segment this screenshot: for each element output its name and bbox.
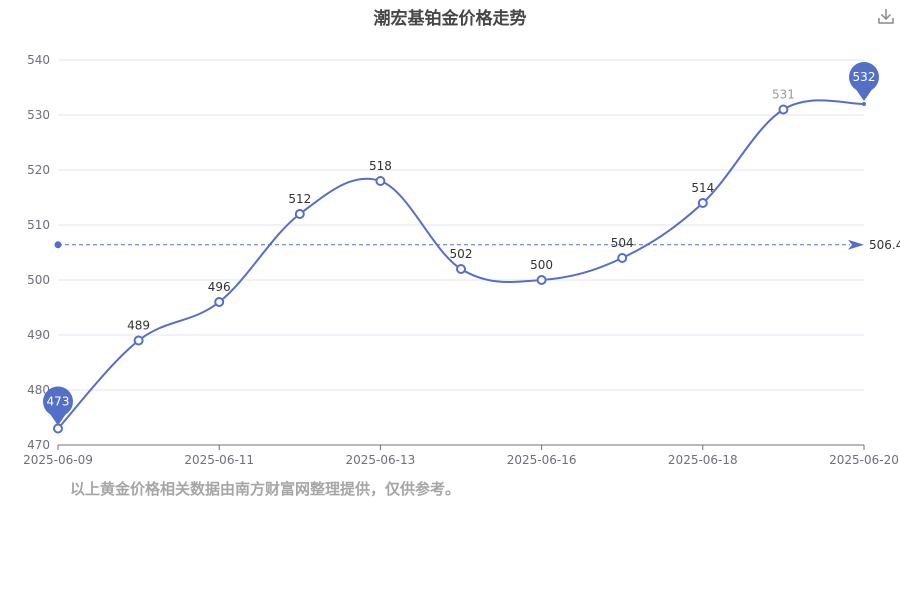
data-point <box>133 335 144 346</box>
y-tick-label: 540 <box>27 53 50 67</box>
x-tick-label: 2025-06-13 <box>346 453 416 467</box>
y-tick-label: 520 <box>27 163 50 177</box>
chart-title: 潮宏基铂金价格走势 <box>373 9 527 29</box>
y-tick-label: 480 <box>27 383 50 397</box>
y-tick-label: 500 <box>27 273 50 287</box>
data-label: 531 <box>772 88 795 102</box>
data-label: 496 <box>208 280 231 294</box>
average-arrow <box>848 239 864 250</box>
data-label: 514 <box>691 181 714 195</box>
x-tick-label: 2025-06-09 <box>23 453 93 467</box>
data-point <box>375 176 386 186</box>
data-point <box>214 297 225 307</box>
max-pin <box>849 62 879 92</box>
download-icon[interactable] <box>876 6 896 26</box>
data-label: 512 <box>288 192 311 206</box>
x-tick-label: 2025-06-16 <box>507 453 577 467</box>
data-label: 489 <box>127 319 150 333</box>
y-tick-label: 470 <box>27 438 50 452</box>
data-label: 502 <box>450 247 473 261</box>
min-pin-label: 473 <box>47 395 70 409</box>
data-point <box>778 104 789 115</box>
data-point <box>617 253 628 263</box>
data-point <box>697 198 708 208</box>
max-pin-label: 532 <box>853 70 876 84</box>
y-tick-label: 490 <box>27 328 50 342</box>
x-tick-label: 2025-06-11 <box>184 453 254 467</box>
data-label: 504 <box>611 236 634 250</box>
x-tick-label: 2025-06-20 <box>829 453 899 467</box>
average-label: 506.4 <box>869 238 900 252</box>
y-tick-label: 510 <box>27 218 50 232</box>
x-tick-label: 2025-06-18 <box>668 453 738 467</box>
data-point <box>862 102 866 106</box>
y-tick-label: 530 <box>27 108 50 122</box>
data-point <box>53 423 63 434</box>
min-pin <box>43 386 73 417</box>
data-label: 500 <box>530 258 553 272</box>
data-point <box>536 275 547 285</box>
data-point <box>294 209 305 219</box>
data-point <box>456 264 466 274</box>
footnote: 以上黄金价格相关数据由南方财富网整理提供，仅供参考。 <box>70 480 461 498</box>
data-label: 518 <box>369 159 392 173</box>
